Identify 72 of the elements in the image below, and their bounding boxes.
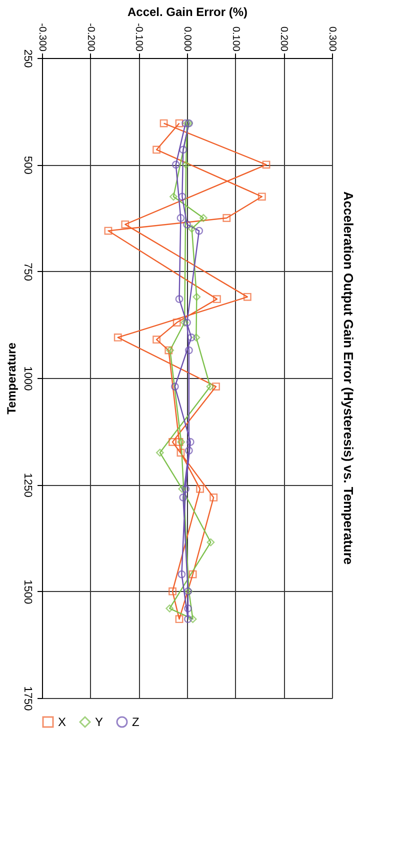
point (178, 484, 186, 493)
y-tick-label: 1750 (22, 686, 34, 711)
point (182, 484, 190, 493)
x-axis-title: Accel. Gain Error (%) (127, 5, 248, 20)
point (175, 295, 184, 304)
point (176, 448, 185, 457)
point (184, 346, 193, 354)
point (166, 604, 174, 612)
point (178, 192, 186, 201)
point (188, 615, 197, 624)
point (206, 382, 214, 390)
x-tick-label: 0.100 (230, 26, 241, 52)
point (183, 220, 191, 228)
x-tick-label: -0.200 (84, 23, 96, 52)
point (179, 146, 188, 154)
point (168, 438, 176, 446)
point (172, 160, 180, 169)
point (160, 119, 168, 128)
x-tick-label: -0.300 (36, 23, 48, 52)
y-tick-label: 1500 (22, 580, 34, 604)
x-tick-label: 0.200 (278, 26, 290, 52)
point (206, 538, 215, 546)
y-tick-label: 1000 (22, 366, 34, 391)
point (176, 214, 185, 222)
point (175, 119, 184, 128)
point (186, 438, 194, 446)
legend-label: Z (132, 715, 140, 729)
point (196, 484, 204, 493)
point (222, 214, 231, 222)
point (262, 160, 270, 169)
point (156, 448, 164, 457)
legend-label: Y (95, 715, 104, 729)
x-tick-label: -0.100 (133, 23, 144, 52)
point (104, 226, 112, 235)
point (152, 336, 161, 344)
point (180, 318, 189, 326)
point (172, 318, 181, 326)
point (175, 615, 184, 624)
point (199, 214, 208, 222)
point (179, 494, 188, 502)
point (170, 382, 179, 390)
y-tick-label: 250 (22, 49, 34, 68)
point (184, 615, 192, 624)
legend-label: X (58, 715, 66, 729)
point (243, 292, 252, 301)
point (187, 334, 196, 342)
point (195, 226, 204, 235)
text: Acceleration Output Gain Error (Hysteresis) vs. Temperature (341, 191, 356, 565)
point (178, 570, 186, 578)
point (184, 446, 193, 454)
point (121, 220, 130, 228)
x-tick-label: 0.000 (182, 26, 192, 52)
point (182, 160, 190, 169)
point (184, 604, 192, 612)
y-tick-label: 1250 (22, 472, 34, 498)
point (192, 334, 200, 342)
point (192, 292, 201, 301)
point (212, 382, 220, 390)
point (170, 192, 178, 201)
point (188, 570, 197, 578)
y-tick-label: 750 (22, 262, 34, 282)
point (210, 494, 218, 502)
point (213, 295, 221, 304)
point (183, 318, 191, 326)
point (258, 192, 266, 201)
x-tick-label: 0.300 (326, 26, 338, 52)
point (168, 587, 176, 596)
point (152, 146, 161, 154)
point (188, 224, 196, 233)
y-axis-title: Temperature (4, 342, 18, 414)
y-tick-label: 500 (22, 156, 34, 174)
point (114, 334, 122, 342)
